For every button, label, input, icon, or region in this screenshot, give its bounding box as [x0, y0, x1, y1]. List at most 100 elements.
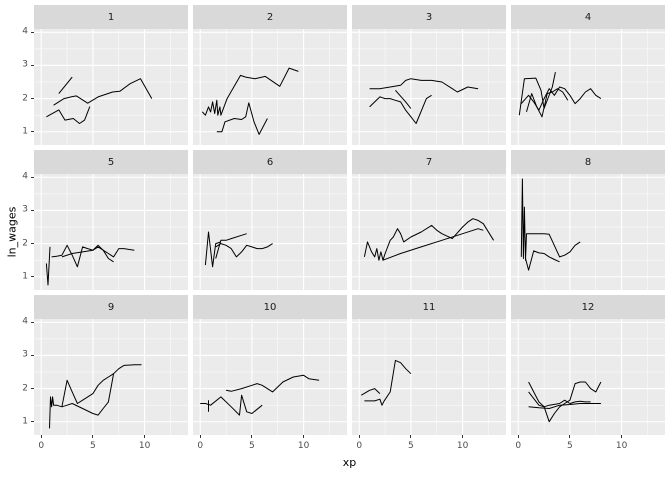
x-axis-tick-label: 0 — [38, 441, 45, 451]
y-axis-tick-label: 2 — [22, 383, 28, 394]
x-axis-tick — [517, 435, 519, 438]
y-axis-tick-label: 4 — [22, 171, 28, 182]
facet-strip-5: 5 — [34, 150, 188, 174]
panel-background — [352, 174, 506, 290]
line-series — [526, 88, 569, 118]
line-series — [520, 178, 581, 261]
y-axis-tick-label: 1 — [22, 271, 28, 282]
y-axis-tick-label: 3 — [22, 204, 28, 215]
facet-strip-11: 11 — [352, 295, 506, 319]
x-axis-tick — [358, 435, 360, 438]
x-axis-tick-label: 5 — [249, 441, 255, 451]
x-axis-tick — [40, 435, 42, 438]
line-series — [528, 403, 601, 409]
panel-background — [352, 29, 506, 145]
y-axis-tick — [31, 131, 34, 133]
facet-strip-3: 3 — [352, 5, 506, 29]
panel-background — [193, 319, 347, 435]
x-axis-tick-label: 10 — [615, 441, 628, 451]
x-axis-tick — [621, 435, 623, 438]
y-axis-tick — [31, 276, 34, 278]
facet-panel-12 — [511, 319, 665, 435]
x-axis-tick — [144, 435, 146, 438]
facet-strip-9: 9 — [34, 295, 188, 319]
panel-background — [511, 319, 665, 435]
x-axis-tick-label: 0 — [356, 441, 363, 451]
facet-panel-4 — [511, 29, 665, 145]
line-series — [382, 228, 484, 261]
facet-panel-5 — [34, 174, 188, 290]
x-axis-tick — [251, 435, 253, 438]
x-axis-tick — [410, 435, 412, 438]
line-series — [525, 250, 560, 271]
line-series — [369, 78, 479, 93]
y-axis-tick-label: 3 — [22, 349, 28, 360]
line-series — [53, 78, 153, 106]
line-series — [361, 388, 381, 396]
line-series — [46, 106, 91, 124]
y-axis-tick-label: 1 — [22, 126, 28, 137]
x-axis-tick-label: 10 — [138, 441, 151, 451]
facet-panel-3 — [352, 29, 506, 145]
y-axis-tick — [31, 321, 34, 323]
x-axis-tick-label: 0 — [197, 441, 204, 451]
y-axis-tick-label: 3 — [22, 59, 28, 70]
panel-background — [193, 174, 347, 290]
panel-background — [193, 29, 347, 145]
y-axis-tick-label: 4 — [22, 26, 28, 37]
x-axis-tick-label: 10 — [297, 441, 310, 451]
facet-strip-12: 12 — [511, 295, 665, 319]
facet-panel-7 — [352, 174, 506, 290]
panel-background — [34, 319, 188, 435]
panel-background — [352, 319, 506, 435]
line-series — [215, 243, 273, 258]
panel-background — [34, 174, 188, 290]
facet-strip-8: 8 — [511, 150, 665, 174]
x-axis-tick — [569, 435, 571, 438]
facet-strip-2: 2 — [193, 5, 347, 29]
line-series — [61, 373, 115, 416]
line-series — [215, 233, 247, 259]
y-axis-title: ln_wages — [5, 206, 19, 258]
x-axis-tick — [303, 435, 305, 438]
facet-strip-4: 4 — [511, 5, 665, 29]
line-series — [49, 364, 142, 429]
line-series — [364, 359, 412, 406]
x-axis-tick-label: 10 — [456, 441, 469, 451]
facet-strip-1: 1 — [34, 5, 188, 29]
y-axis-tick — [31, 98, 34, 100]
y-axis-tick — [31, 64, 34, 66]
line-series — [216, 102, 268, 135]
x-axis-tick-label: 5 — [408, 441, 414, 451]
line-series — [395, 89, 412, 109]
y-axis-tick-label: 2 — [22, 238, 28, 249]
facet-strip-7: 7 — [352, 150, 506, 174]
x-axis-tick — [462, 435, 464, 438]
panel-background — [511, 29, 665, 145]
y-axis-tick — [31, 176, 34, 178]
panel-background — [34, 29, 188, 145]
facet-panel-1 — [34, 29, 188, 145]
y-axis-tick — [31, 31, 34, 33]
y-axis-tick — [31, 209, 34, 211]
line-series — [204, 231, 222, 268]
x-axis-tick-label: 5 — [567, 441, 573, 451]
line-series — [369, 94, 432, 124]
facet-strip-10: 10 — [193, 295, 347, 319]
line-series — [58, 76, 73, 94]
y-axis-tick — [31, 388, 34, 390]
y-axis-tick — [31, 421, 34, 423]
line-series — [201, 67, 299, 116]
line-series — [61, 246, 135, 258]
line-series — [226, 374, 320, 393]
line-series — [518, 71, 556, 116]
x-axis-title: xp — [342, 456, 357, 469]
y-axis-tick-label: 2 — [22, 93, 28, 104]
line-series — [363, 218, 495, 261]
facet-panel-6 — [193, 174, 347, 290]
x-axis-tick — [92, 435, 94, 438]
line-series — [528, 381, 602, 423]
facet-strip-6: 6 — [193, 150, 347, 174]
facet-panel-8 — [511, 174, 665, 290]
facet-panel-2 — [193, 29, 347, 145]
